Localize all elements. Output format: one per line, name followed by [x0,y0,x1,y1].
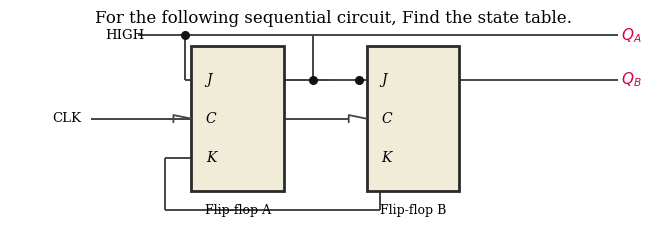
Text: K: K [381,151,392,165]
Text: CLK: CLK [53,112,81,125]
Text: For the following sequential circuit, Find the state table.: For the following sequential circuit, Fi… [95,10,572,27]
Text: C: C [381,112,392,126]
Bar [367,46,459,191]
Text: J: J [381,73,387,86]
Text: Flip-flop B: Flip-flop B [380,204,446,217]
Text: C: C [206,112,217,126]
Text: K: K [206,151,216,165]
Text: $\mathit{Q}_B$: $\mathit{Q}_B$ [621,70,642,89]
Text: Flip-flop A: Flip-flop A [205,204,271,217]
Text: HIGH: HIGH [105,29,145,42]
Text: $\mathit{Q}_A$: $\mathit{Q}_A$ [621,26,642,45]
Text: J: J [206,73,211,86]
Bar [191,46,284,191]
